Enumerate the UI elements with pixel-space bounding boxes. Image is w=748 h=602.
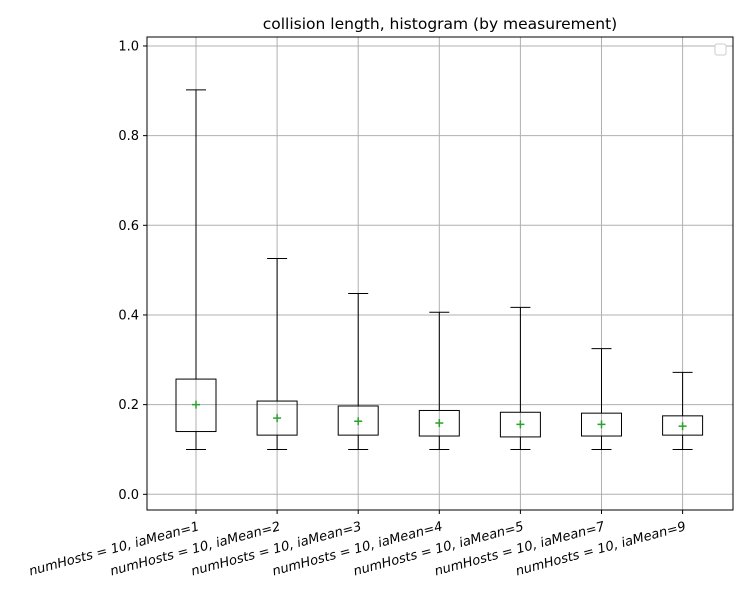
box-plot-3 bbox=[337, 292, 379, 450]
box-iqr bbox=[256, 400, 298, 436]
box-iqr bbox=[499, 411, 541, 438]
box-iqr bbox=[418, 409, 460, 437]
box-layer bbox=[175, 89, 704, 450]
box-plot-2 bbox=[256, 257, 298, 450]
y-tick-label: 1.0 bbox=[118, 39, 139, 54]
box-plot-7 bbox=[662, 371, 704, 450]
box-iqr bbox=[662, 415, 704, 436]
y-tick-label: 0.4 bbox=[118, 308, 139, 323]
y-tick-label: 0.6 bbox=[118, 219, 139, 234]
plot-frame bbox=[146, 36, 734, 511]
y-tick-label: 0.8 bbox=[118, 129, 139, 144]
box-plot-6 bbox=[581, 348, 622, 450]
box-iqr bbox=[581, 412, 622, 437]
y-tick-label: 0.2 bbox=[118, 398, 139, 413]
box-plot-1 bbox=[175, 89, 217, 450]
box-plot-5 bbox=[499, 306, 541, 450]
legend-box bbox=[714, 43, 727, 56]
box-iqr bbox=[175, 378, 217, 433]
chart-title: collision length, histogram (by measurem… bbox=[263, 15, 617, 33]
box-iqr bbox=[337, 405, 379, 436]
y-tick-label: 0.0 bbox=[118, 488, 139, 503]
box-plot-4 bbox=[418, 311, 460, 450]
grid-layer bbox=[147, 37, 733, 510]
